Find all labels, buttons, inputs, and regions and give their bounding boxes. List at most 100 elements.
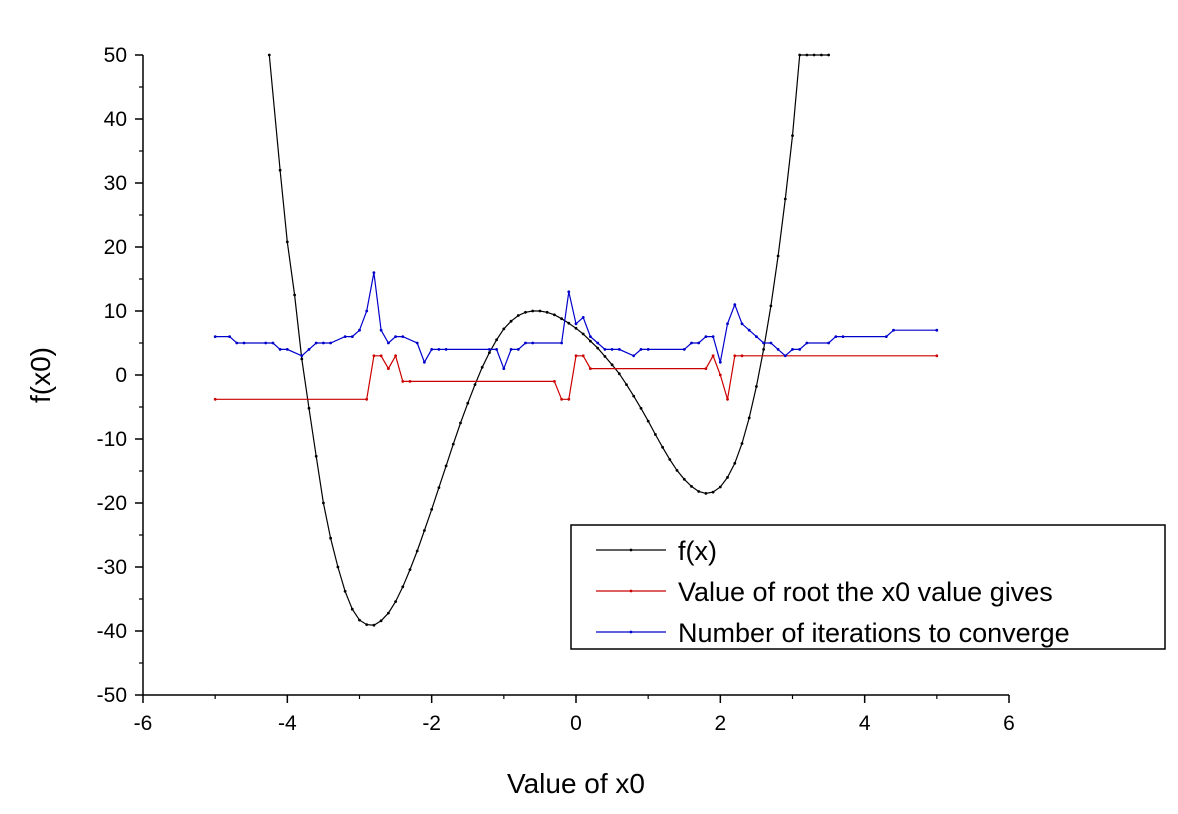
data-point [747, 328, 751, 332]
data-point [805, 53, 809, 57]
data-point [783, 354, 787, 358]
data-point [617, 372, 621, 376]
legend-label-2: Value of root the x0 value gives [678, 577, 1053, 607]
data-point [711, 354, 715, 358]
y-tick-label: 0 [115, 364, 127, 387]
data-point [603, 348, 607, 351]
data-point [560, 397, 563, 401]
data-point [379, 328, 383, 332]
data-point [646, 348, 650, 351]
data-point [726, 397, 729, 401]
data-point [379, 619, 383, 623]
data-point [581, 354, 585, 358]
data-point [524, 310, 527, 314]
data-point [531, 309, 535, 313]
data-point [841, 335, 845, 338]
data-point [935, 354, 939, 358]
data-point [495, 348, 498, 351]
series-line-1 [268, 54, 829, 626]
data-point [488, 351, 491, 354]
data-point [654, 433, 657, 436]
series-line-2 [215, 354, 937, 400]
data-point [314, 341, 318, 345]
data-point [267, 53, 271, 57]
data-point [733, 354, 737, 358]
data-point [408, 568, 412, 571]
data-point [401, 585, 405, 589]
data-point [372, 354, 376, 358]
data-point [704, 492, 708, 495]
data-point [408, 380, 412, 383]
data-point [733, 303, 737, 306]
data-point [466, 401, 470, 405]
data-point [704, 335, 708, 338]
y-tick-label: 40 [104, 108, 127, 131]
data-point [430, 508, 434, 511]
data-point [278, 168, 282, 172]
data-point [300, 354, 304, 358]
data-point [776, 348, 780, 351]
data-point [747, 416, 751, 420]
data-point [300, 357, 304, 361]
data-point [235, 341, 239, 345]
data-point [293, 293, 296, 297]
data-point [805, 341, 809, 345]
data-point [502, 367, 506, 370]
data-point [581, 316, 585, 319]
data-point [285, 348, 289, 351]
data-point [473, 383, 477, 386]
x-tick-label: 4 [859, 712, 871, 735]
data-point [718, 373, 722, 377]
data-point [379, 354, 383, 358]
legend-label-1: f(x) [678, 536, 717, 566]
data-point [762, 341, 765, 345]
y-tick-label: -20 [97, 492, 127, 515]
data-point [437, 348, 441, 351]
data-point [560, 317, 563, 321]
data-point [350, 607, 354, 611]
data-point [740, 442, 744, 445]
data-point [820, 53, 823, 57]
data-point [314, 454, 318, 458]
data-point [690, 341, 693, 345]
data-point [358, 328, 361, 332]
data-point [430, 348, 434, 351]
data-point [884, 335, 888, 338]
data-point [661, 445, 664, 449]
data-point [307, 406, 311, 410]
data-point [740, 354, 744, 358]
data-point [264, 341, 268, 345]
data-point [632, 354, 636, 358]
data-point [639, 406, 643, 410]
data-point [639, 348, 643, 351]
data-point [762, 348, 765, 351]
data-point [531, 341, 535, 345]
data-point [935, 328, 939, 332]
data-point [776, 254, 780, 258]
data-point [769, 304, 773, 308]
data-point [516, 348, 520, 351]
data-point [553, 380, 556, 383]
data-point [394, 600, 397, 603]
data-point [545, 310, 549, 314]
data-point [892, 328, 895, 332]
data-point [423, 360, 426, 364]
data-point [834, 335, 838, 338]
data-point [682, 477, 686, 481]
x-tick-label: 0 [570, 712, 582, 735]
y-tick-label: -40 [97, 620, 127, 643]
data-point [502, 327, 506, 331]
data-point [387, 367, 390, 370]
data-point [574, 326, 578, 330]
data-point [697, 341, 701, 345]
data-point [365, 309, 369, 313]
data-point [271, 341, 275, 345]
legend: f(x) Value of root the x0 value gives Numb… [570, 524, 1166, 650]
data-point [415, 341, 419, 345]
data-point [322, 341, 325, 345]
data-point [704, 367, 708, 370]
data-point [387, 611, 390, 615]
data-point [394, 335, 397, 338]
